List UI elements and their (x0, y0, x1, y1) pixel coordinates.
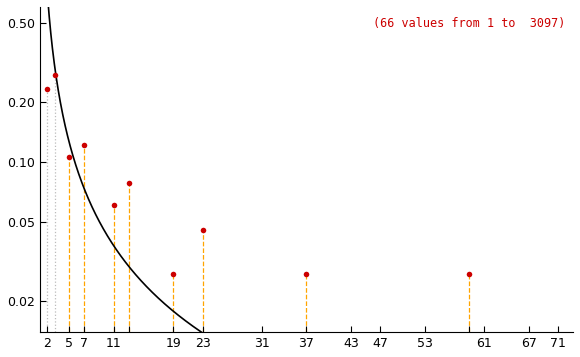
Text: (66 values from 1 to  3097): (66 values from 1 to 3097) (373, 17, 565, 30)
